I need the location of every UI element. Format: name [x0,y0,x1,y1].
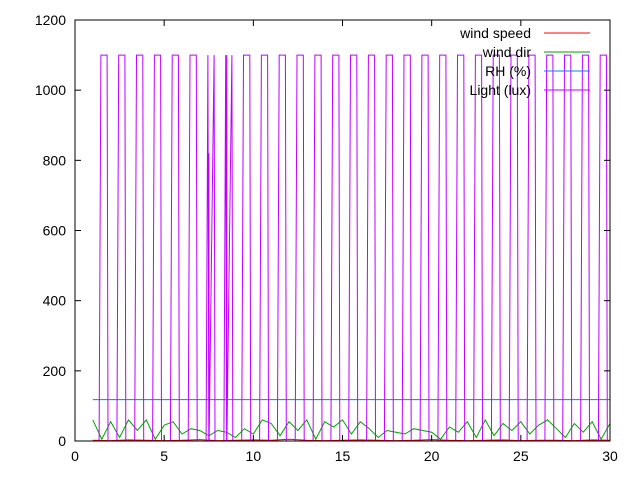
y-tick-label: 1000 [35,82,66,98]
y-tick-label: 200 [43,363,67,379]
legend: wind speed wind dir RH (%) Light (lux) [459,25,590,98]
x-tick-label: 30 [602,448,618,464]
x-tick-label: 15 [335,448,351,464]
legend-label-wind-speed: wind speed [459,25,531,41]
y-tick-label: 800 [43,152,67,168]
y-tick-label: 400 [43,293,67,309]
legend-label-rh: RH (%) [485,63,531,79]
y-tick-label: 600 [43,223,67,239]
x-tick-label: 10 [246,448,262,464]
legend-label-wind-dir: wind dir [482,44,532,60]
y-tick-label: 1200 [35,12,66,28]
x-tick-label: 20 [424,448,440,464]
series-line-light-lux [92,54,608,442]
series-layer [92,54,611,442]
x-tick-label: 0 [71,448,79,464]
y-tick-label: 0 [58,433,66,449]
x-tick-label: 5 [160,448,168,464]
x-tick-label: 25 [513,448,529,464]
axes: 0 5 10 15 20 25 30 0 200 400 600 800 1000 1200 [35,12,618,464]
legend-label-light-lux: Light (lux) [470,82,531,98]
